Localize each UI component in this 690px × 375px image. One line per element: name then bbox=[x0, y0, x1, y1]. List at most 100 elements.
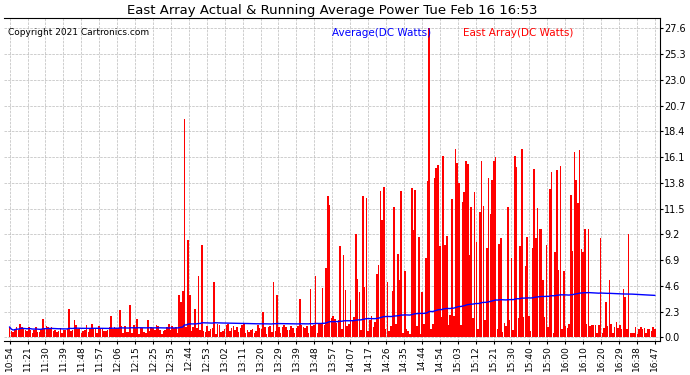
Bar bbox=[645, 333, 647, 338]
Bar bbox=[49, 328, 50, 338]
Bar bbox=[264, 327, 266, 338]
Bar bbox=[72, 330, 73, 338]
Bar bbox=[383, 187, 384, 338]
Bar bbox=[70, 331, 72, 338]
Bar bbox=[235, 330, 236, 338]
Bar bbox=[180, 302, 181, 338]
Bar bbox=[217, 324, 219, 338]
Bar bbox=[199, 330, 201, 338]
Bar bbox=[495, 157, 497, 338]
Bar bbox=[351, 321, 353, 338]
Bar bbox=[593, 325, 594, 338]
Bar bbox=[278, 327, 279, 338]
Bar bbox=[610, 324, 612, 338]
Bar bbox=[246, 330, 248, 338]
Bar bbox=[187, 240, 189, 338]
Bar bbox=[360, 330, 362, 338]
Bar bbox=[308, 333, 309, 338]
Bar bbox=[491, 180, 493, 338]
Bar bbox=[318, 324, 320, 338]
Bar bbox=[374, 322, 376, 338]
Bar bbox=[186, 327, 187, 338]
Bar bbox=[415, 190, 416, 338]
Bar bbox=[393, 207, 395, 338]
Bar bbox=[377, 265, 380, 338]
Bar bbox=[206, 326, 208, 338]
Bar bbox=[269, 326, 271, 338]
Bar bbox=[638, 329, 640, 338]
Bar bbox=[203, 330, 204, 338]
Bar bbox=[591, 326, 593, 338]
Bar bbox=[39, 332, 40, 338]
Bar bbox=[382, 220, 383, 338]
Bar bbox=[35, 327, 37, 338]
Bar bbox=[213, 282, 215, 338]
Bar bbox=[233, 326, 234, 338]
Bar bbox=[584, 229, 586, 338]
Bar bbox=[488, 178, 489, 338]
Bar bbox=[23, 329, 24, 338]
Bar bbox=[88, 332, 89, 338]
Bar bbox=[390, 326, 391, 338]
Bar bbox=[315, 276, 317, 338]
Bar bbox=[502, 332, 504, 338]
Bar bbox=[17, 330, 19, 338]
Bar bbox=[171, 326, 173, 338]
Bar bbox=[159, 330, 161, 338]
Bar bbox=[647, 329, 649, 338]
Bar bbox=[310, 289, 311, 338]
Bar bbox=[229, 332, 230, 338]
Bar bbox=[12, 332, 14, 338]
Bar bbox=[37, 332, 39, 338]
Bar bbox=[40, 329, 42, 338]
Bar bbox=[157, 326, 159, 338]
Bar bbox=[602, 333, 603, 338]
Bar bbox=[465, 161, 466, 338]
Bar bbox=[341, 330, 343, 338]
Bar bbox=[408, 331, 409, 338]
Bar bbox=[523, 317, 524, 338]
Bar bbox=[190, 331, 193, 338]
Bar bbox=[238, 333, 239, 338]
Bar bbox=[68, 309, 70, 338]
Bar bbox=[420, 334, 422, 338]
Bar bbox=[215, 334, 217, 338]
Bar bbox=[622, 290, 624, 338]
Bar bbox=[117, 328, 119, 338]
Bar bbox=[182, 291, 184, 338]
Bar bbox=[334, 319, 335, 338]
Bar bbox=[556, 170, 558, 338]
Bar bbox=[100, 328, 101, 338]
Bar bbox=[277, 295, 278, 338]
Bar bbox=[115, 328, 117, 338]
Bar bbox=[170, 330, 171, 338]
Text: Average(DC Watts): Average(DC Watts) bbox=[332, 28, 431, 38]
Bar bbox=[297, 326, 299, 338]
Bar bbox=[145, 333, 147, 338]
Bar bbox=[474, 192, 475, 338]
Bar bbox=[241, 326, 243, 338]
Bar bbox=[152, 328, 154, 338]
Bar bbox=[95, 328, 96, 338]
Bar bbox=[156, 325, 157, 338]
Bar bbox=[58, 331, 59, 338]
Bar bbox=[107, 330, 108, 338]
Bar bbox=[261, 330, 262, 338]
Bar bbox=[600, 238, 602, 338]
Bar bbox=[498, 244, 500, 338]
Bar bbox=[524, 266, 526, 338]
Bar bbox=[250, 330, 252, 338]
Bar bbox=[526, 237, 528, 338]
Bar bbox=[399, 280, 400, 338]
Bar bbox=[299, 299, 301, 338]
Bar bbox=[497, 329, 498, 338]
Bar bbox=[123, 333, 124, 338]
Bar bbox=[542, 279, 544, 338]
Bar bbox=[588, 229, 589, 338]
Bar bbox=[19, 324, 21, 338]
Bar bbox=[290, 326, 292, 338]
Bar bbox=[609, 280, 610, 338]
Bar bbox=[79, 328, 80, 338]
Bar bbox=[614, 327, 615, 338]
Bar bbox=[380, 191, 381, 338]
